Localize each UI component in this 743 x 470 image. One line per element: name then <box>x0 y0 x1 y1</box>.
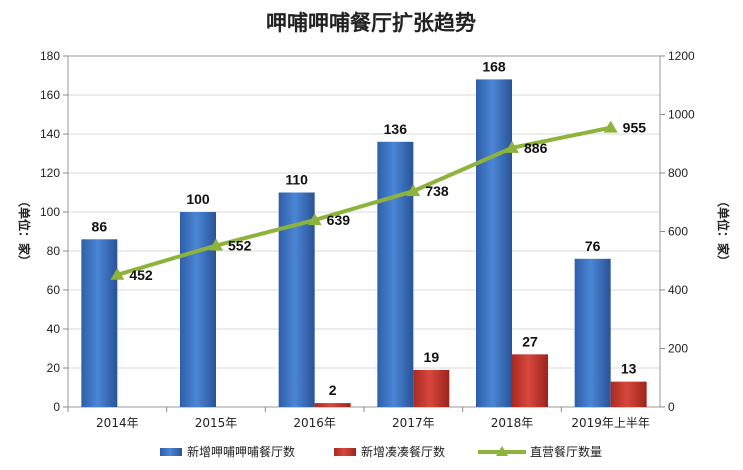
bar-new-xiabu <box>180 212 216 407</box>
left-tick-label: 180 <box>40 49 60 63</box>
line-marker <box>110 267 125 280</box>
bar-value-label: 110 <box>285 172 308 188</box>
right-tick-label: 800 <box>668 166 688 180</box>
bar-value-label: 76 <box>585 238 601 254</box>
legend-swatch-blue <box>160 448 182 456</box>
right-tick-label: 400 <box>668 283 688 297</box>
category-label: 2016年 <box>293 416 336 430</box>
category-label: 2015年 <box>195 416 238 430</box>
category-label: 2017年 <box>392 416 435 430</box>
right-tick-label: 200 <box>668 342 688 356</box>
chart-title: 呷哺呷哺餐厅扩张趋势 <box>266 11 476 35</box>
line-value-label: 738 <box>425 183 449 199</box>
right-tick-label: 600 <box>668 225 688 239</box>
legend-label-blue: 新增呷哺呷哺餐厅数 <box>187 444 295 459</box>
legend-label-red: 新增凑凑餐厅数 <box>361 444 445 459</box>
left-tick-label: 20 <box>47 361 61 375</box>
category-labels: 2014年 2015年 2016年 2017年 2018年 2019年上半年 <box>67 407 650 430</box>
bars <box>81 79 647 408</box>
gridlines <box>68 94 660 369</box>
left-tick-label: 100 <box>40 205 60 219</box>
legend-swatch-red <box>334 448 356 456</box>
left-tick-label: 160 <box>40 88 60 102</box>
category-label: 2019年上半年 <box>571 416 650 430</box>
bar-new-xiabu <box>476 79 512 408</box>
right-tick-label: 1000 <box>668 108 695 122</box>
bar-value-label: 19 <box>424 349 440 365</box>
bar-value-label: 13 <box>621 361 637 377</box>
bar-new-xiabu <box>81 239 118 407</box>
bar-new-coucou <box>314 403 351 407</box>
left-tick-label: 80 <box>47 244 61 258</box>
left-tick-label: 120 <box>40 166 60 180</box>
bar-new-coucou <box>413 369 450 407</box>
bar-new-xiabu <box>377 141 414 408</box>
bar-value-label: 100 <box>186 191 210 207</box>
bar-value-label: 86 <box>92 218 108 234</box>
line-value-label: 955 <box>623 120 647 136</box>
line-value-label: 552 <box>228 238 252 254</box>
data-labels: 86 100 110 136 168 76 2 19 27 13 452 552 639 738 886 95… <box>92 58 647 398</box>
line-marker <box>307 213 322 226</box>
line-marker <box>603 120 618 133</box>
bar-value-label: 168 <box>482 58 506 74</box>
line-value-label: 886 <box>524 140 548 156</box>
category-label: 2018年 <box>491 416 534 430</box>
right-axis-ticks: 0 200 400 600 800 1000 1200 <box>660 49 695 414</box>
line-value-label: 452 <box>129 267 153 283</box>
left-axis-label: （单位：家） <box>17 195 32 267</box>
legend: 新增呷哺呷哺餐厅数 新增凑凑餐厅数 直营餐厅数量 <box>160 444 602 459</box>
plot-area-border <box>67 55 661 408</box>
left-tick-label: 0 <box>53 400 60 414</box>
right-tick-label: 0 <box>668 400 675 414</box>
bar-new-coucou <box>512 354 548 407</box>
left-axis-label-text: （单位：家） <box>17 195 32 267</box>
left-tick-label: 60 <box>47 283 61 297</box>
legend-swatch-marker <box>496 446 508 456</box>
bar-new-coucou <box>610 381 647 407</box>
left-tick-label: 140 <box>40 127 60 141</box>
left-tick-label: 40 <box>47 322 61 336</box>
line-direct-restaurants <box>116 125 612 277</box>
bar-new-xiabu <box>574 258 611 407</box>
line-marker <box>505 140 519 153</box>
line-marker <box>406 184 421 197</box>
line-series <box>110 120 618 280</box>
right-tick-label: 1200 <box>668 49 695 63</box>
left-axis-ticks: 0 20 40 60 80 100 120 140 160 180 <box>40 49 68 414</box>
right-axis-label: （单位：家） <box>716 195 731 267</box>
legend-label-line: 直营餐厅数量 <box>530 444 602 459</box>
bar-value-label: 2 <box>329 382 337 398</box>
bar-value-label: 136 <box>384 121 408 137</box>
bar-value-label: 27 <box>522 333 538 349</box>
category-label: 2014年 <box>96 416 139 430</box>
line-marker <box>209 238 223 251</box>
line-value-label: 639 <box>327 212 351 228</box>
right-axis-label-text: （单位：家） <box>716 195 731 267</box>
